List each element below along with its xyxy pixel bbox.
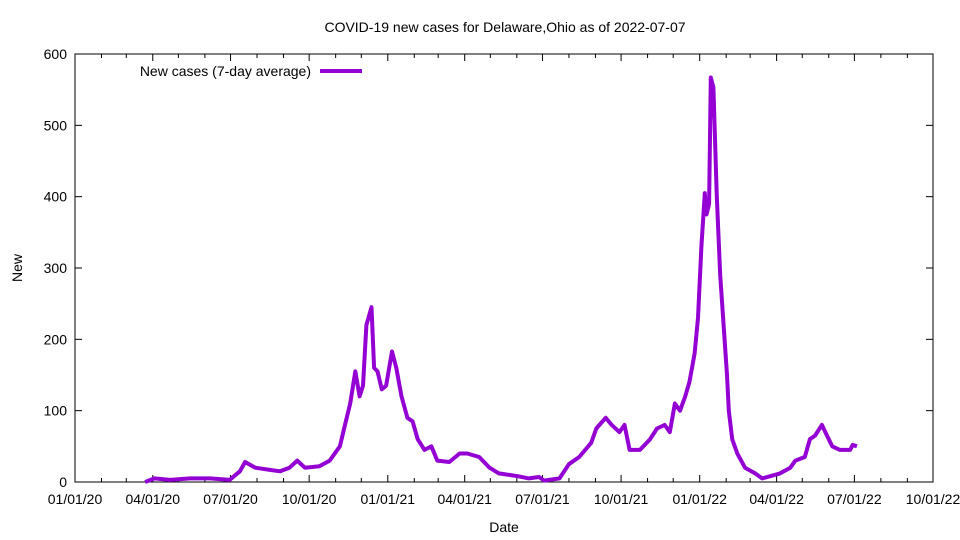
y-tick-label: 0	[59, 474, 67, 490]
x-tick-label: 10/01/20	[282, 491, 337, 507]
y-tick-label: 100	[44, 403, 68, 419]
y-tick-label: 600	[44, 46, 68, 62]
x-tick-label: 07/01/22	[827, 491, 882, 507]
x-tick-label: 04/01/20	[126, 491, 181, 507]
legend: New cases (7-day average)	[140, 63, 362, 79]
x-tick-label: 01/01/22	[672, 491, 727, 507]
y-tick-label: 200	[44, 331, 68, 347]
x-tick-label: 01/01/21	[361, 491, 416, 507]
x-axis-label: Date	[489, 519, 519, 535]
x-tick-label: 07/01/21	[515, 491, 570, 507]
plot-frame	[74, 53, 934, 483]
x-tick-label: 10/01/21	[594, 491, 649, 507]
y-tick-label: 300	[44, 260, 68, 276]
y-tick-label: 400	[44, 189, 68, 205]
y-tick-label: 500	[44, 117, 68, 133]
axis-ticks: 01/01/20 04/01/20 07/01/20 10/01/20 01/01/21…	[44, 46, 960, 507]
x-tick-label: 04/01/22	[749, 491, 804, 507]
x-tick-label: 04/01/21	[437, 491, 492, 507]
series-layer	[144, 75, 858, 484]
chart-title: COVID-19 new cases for Delaware,Ohio as …	[324, 19, 685, 35]
series-line-new-cases	[144, 75, 858, 484]
legend-label: New cases (7-day average)	[140, 63, 311, 79]
y-axis-label: New	[9, 253, 25, 282]
x-tick-label: 07/01/20	[203, 491, 258, 507]
x-tick-label: 10/01/22	[906, 491, 960, 507]
x-tick-label: 01/01/20	[48, 491, 103, 507]
